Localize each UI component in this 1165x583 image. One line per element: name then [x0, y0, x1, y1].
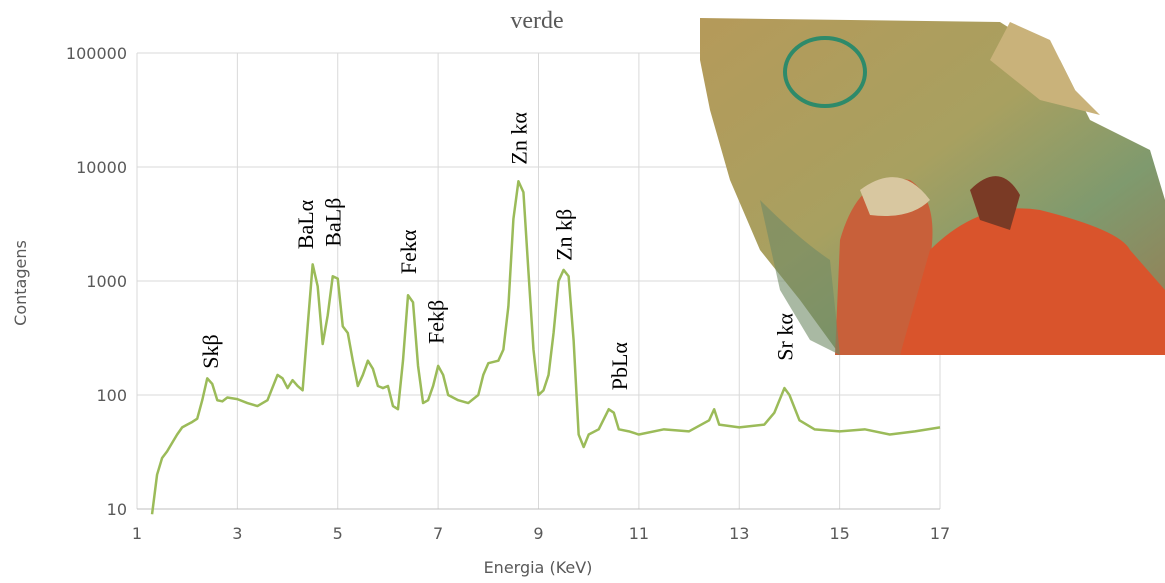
- x-tick-label: 13: [729, 524, 749, 543]
- x-tick-label: 1: [132, 524, 142, 543]
- x-tick-label: 15: [829, 524, 849, 543]
- peak-label: BaLα: [293, 199, 318, 249]
- peak-label: BaLβ: [321, 198, 346, 247]
- y-tick-label: 1000: [86, 272, 127, 291]
- peak-label: Sr kα: [772, 313, 797, 361]
- peak-label: Zn kα: [506, 112, 531, 165]
- y-tick-label: 10: [107, 500, 127, 519]
- x-tick-label: 9: [533, 524, 543, 543]
- x-tick-label: 11: [629, 524, 649, 543]
- y-tick-label: 10000: [76, 158, 127, 177]
- peak-label: Fekβ: [424, 300, 449, 344]
- series-line: [150, 179, 941, 515]
- x-tick-label: 7: [433, 524, 443, 543]
- y-tick-label: 100: [96, 386, 127, 405]
- y-axis-label: Contagens: [11, 240, 30, 326]
- y-tick-label: 100000: [66, 44, 127, 63]
- peak-label: Fekα: [396, 229, 421, 274]
- peak-label: Skβ: [198, 334, 223, 368]
- x-tick-label: 5: [333, 524, 343, 543]
- peak-label: Zn kβ: [552, 209, 577, 261]
- x-tick-label: 17: [930, 524, 950, 543]
- x-axis-label: Energia (KeV): [484, 558, 593, 577]
- chart-title: verde: [510, 8, 563, 34]
- peak-label: PbLα: [607, 342, 632, 391]
- painting-inset: [700, 18, 1165, 355]
- x-tick-label: 3: [232, 524, 242, 543]
